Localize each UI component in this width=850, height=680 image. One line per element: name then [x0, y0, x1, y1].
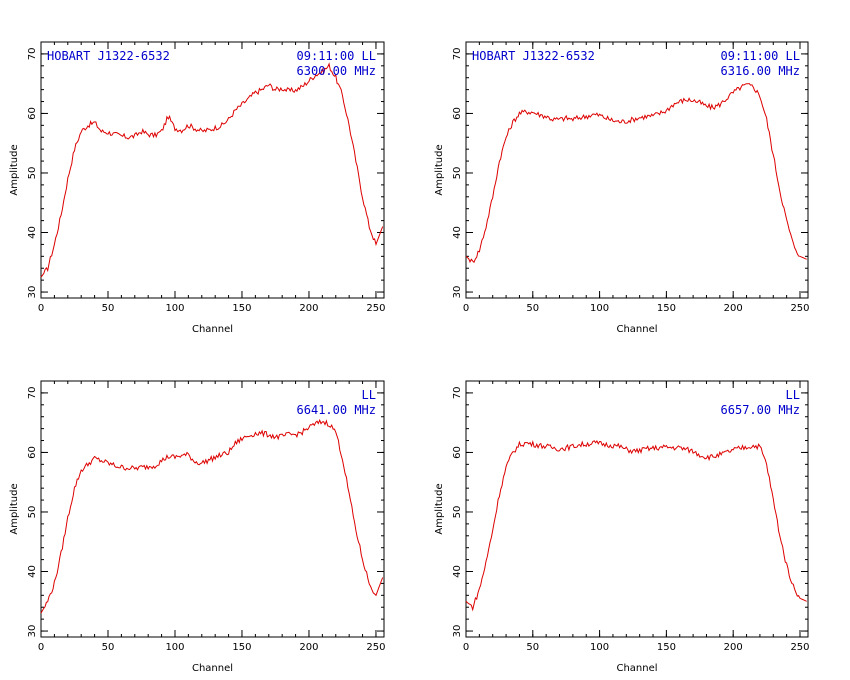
y-tick-label: 60: [27, 446, 38, 459]
x-tick-label: 100: [590, 303, 609, 314]
chart-panel-1: 0 50 100 150 200 250 30 40 50 60 70 Channel Amplitud…: [9, 41, 386, 335]
y-tick-label: 50: [27, 167, 38, 180]
y-tick-label: 40: [452, 226, 463, 239]
y-tick-label: 70: [452, 387, 463, 400]
y-tick-label: 30: [27, 625, 38, 638]
y-axis-label: Amplitude: [9, 144, 20, 195]
time-polarization-label: LL: [786, 388, 800, 402]
y-tick-label: 50: [452, 506, 463, 519]
y-axis-label: Amplitude: [9, 483, 20, 534]
y-tick-label: 70: [27, 387, 38, 400]
y-tick-label: 60: [452, 446, 463, 459]
y-tick-label: 70: [27, 48, 38, 61]
chart-panel-3: 0 50 100 150 200 250 30 40 50 60 70 Channel Amplitud…: [9, 380, 386, 674]
y-tick-label: 30: [452, 625, 463, 638]
x-tick-label: 0: [463, 642, 469, 653]
y-tick-label: 50: [452, 167, 463, 180]
time-polarization-label: LL: [362, 388, 376, 402]
y-tick-label: 40: [452, 565, 463, 578]
chart-panel-4: 0 50 100 150 200 250 30 40 50 60 70 Channel Amplitud…: [434, 380, 810, 674]
y-tick-label: 70: [452, 48, 463, 61]
source-label: HOBART J1322-6532: [472, 49, 595, 63]
x-tick-label: 50: [102, 303, 115, 314]
y-tick-label: 40: [27, 565, 38, 578]
x-tick-label: 200: [299, 642, 318, 653]
x-tick-label: 50: [526, 303, 539, 314]
series-line: [465, 82, 807, 264]
y-tick-label: 60: [452, 107, 463, 120]
y-tick-label: 40: [27, 226, 38, 239]
x-tick-label: 150: [232, 642, 251, 653]
frequency-label: 6641.00 MHz: [297, 403, 376, 417]
x-tick-label: 100: [590, 642, 609, 653]
chart-panel-2: 0 50 100 150 200 250 30 40 50 60 70 Channel Amplitud…: [434, 41, 810, 335]
plot-frame: [465, 380, 809, 638]
y-tick-label: 30: [27, 286, 38, 299]
x-axis-label: Channel: [192, 324, 233, 335]
x-tick-label: 150: [232, 303, 251, 314]
frequency-label: 6657.00 MHz: [721, 403, 800, 417]
x-axis-label: Channel: [616, 663, 657, 674]
plot-frame: [465, 41, 809, 299]
x-tick-label: 200: [299, 303, 318, 314]
y-tick-label: 60: [27, 107, 38, 120]
x-tick-label: 200: [724, 642, 743, 653]
time-polarization-label: 09:11:00 LL: [721, 49, 800, 63]
source-label: HOBART J1322-6532: [47, 49, 170, 63]
x-tick-label: 0: [38, 642, 44, 653]
y-tick-label: 30: [452, 286, 463, 299]
x-tick-label: 250: [790, 303, 809, 314]
y-axis-label: Amplitude: [434, 483, 445, 534]
time-polarization-label: 09:11:00 LL: [297, 49, 376, 63]
series-line: [465, 439, 807, 612]
x-tick-label: 100: [165, 303, 184, 314]
x-axis-label: Channel: [192, 663, 233, 674]
plot-frame: [40, 380, 385, 638]
x-tick-label: 200: [724, 303, 743, 314]
plot-frame: [40, 41, 385, 299]
x-tick-label: 250: [366, 303, 385, 314]
x-tick-label: 0: [38, 303, 44, 314]
x-tick-label: 0: [463, 303, 469, 314]
x-tick-label: 150: [657, 642, 676, 653]
x-tick-label: 150: [657, 303, 676, 314]
x-axis-label: Channel: [616, 324, 657, 335]
series-line: [40, 62, 384, 278]
x-tick-label: 100: [165, 642, 184, 653]
y-tick-label: 50: [27, 506, 38, 519]
x-tick-label: 250: [366, 642, 385, 653]
x-tick-label: 250: [790, 642, 809, 653]
series-line: [40, 418, 384, 614]
y-axis-label: Amplitude: [434, 144, 445, 195]
x-tick-label: 50: [526, 642, 539, 653]
frequency-label: 6300.00 MHz: [297, 64, 376, 78]
x-tick-label: 50: [102, 642, 115, 653]
frequency-label: 6316.00 MHz: [721, 64, 800, 78]
